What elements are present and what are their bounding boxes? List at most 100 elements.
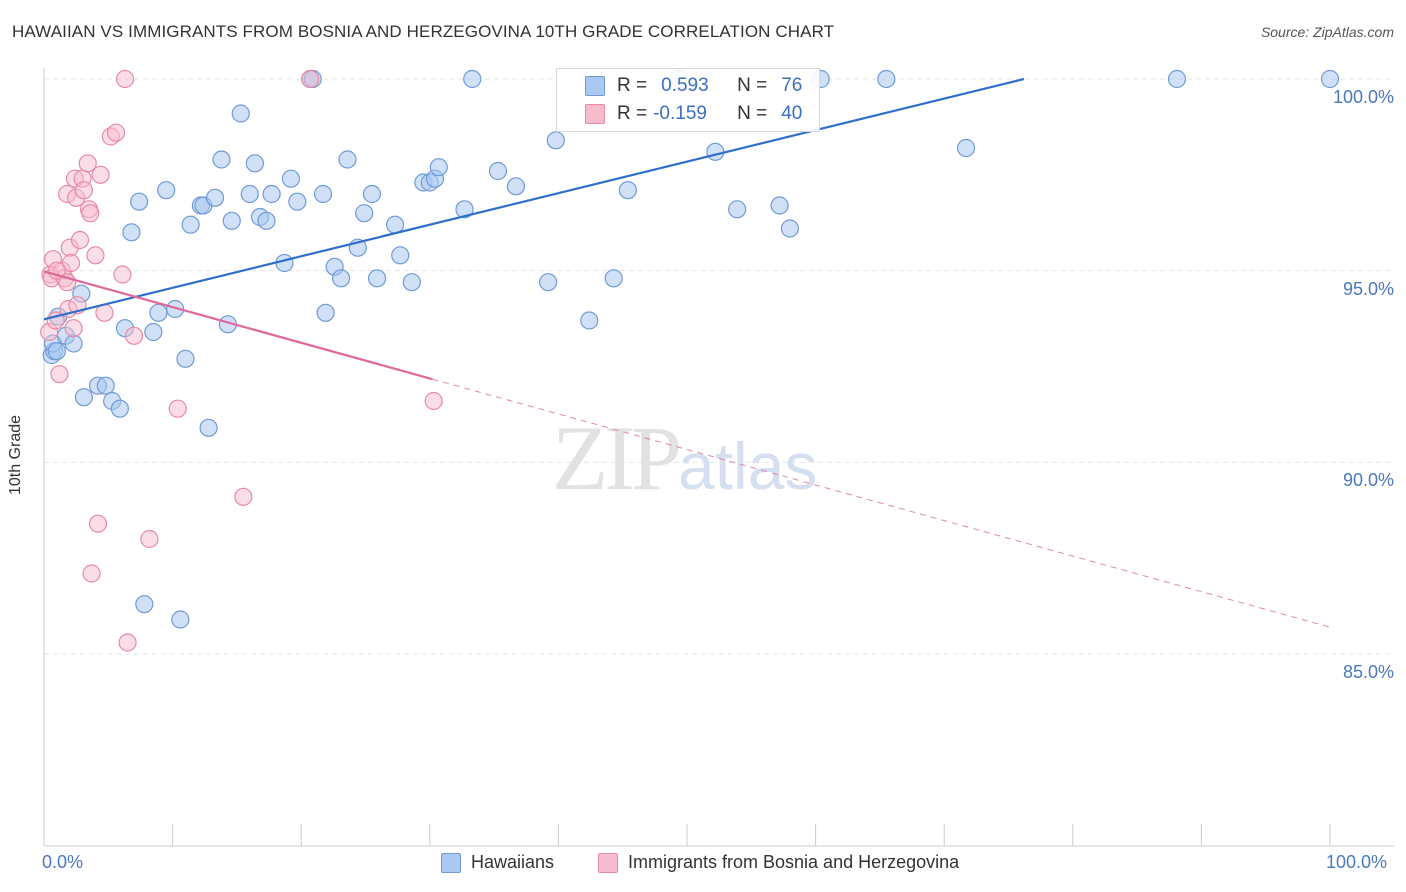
hawaiians-point bbox=[176, 349, 195, 368]
legend-swatch-blue bbox=[585, 76, 605, 96]
bottom-legend-hawaiians: Hawaiians bbox=[441, 852, 554, 873]
hawaiians-point bbox=[135, 595, 154, 614]
hawaiians-point bbox=[199, 418, 218, 437]
y-tick-label: 95.0% bbox=[1342, 278, 1394, 299]
zipatlas-watermark: ZIPatlas bbox=[552, 405, 817, 511]
hawaiians-point bbox=[122, 223, 141, 242]
hawaiians-point bbox=[488, 161, 508, 181]
hawaiians-trendline bbox=[43, 77, 1025, 321]
hawaiians-point bbox=[171, 610, 190, 629]
legend-n-label: N = bbox=[737, 103, 768, 124]
hawaiians-point bbox=[391, 246, 410, 265]
x-tick-label-min: 0.0% bbox=[42, 852, 84, 872]
hawaiians-point bbox=[212, 150, 231, 169]
y-tick-label: 100.0% bbox=[1332, 87, 1394, 107]
hawaiians-point bbox=[385, 215, 405, 234]
hawaiians-point bbox=[245, 154, 265, 173]
legend-n-value: 40 bbox=[781, 103, 803, 124]
hawaiians-point bbox=[604, 269, 623, 288]
hawaiians-point bbox=[455, 200, 474, 219]
bosnia-point bbox=[115, 69, 135, 89]
legend-n-value: 76 bbox=[781, 75, 803, 96]
x-tick-label-max: 100.0% bbox=[1326, 852, 1388, 872]
hawaiians-point bbox=[205, 188, 225, 207]
hawaiians-point bbox=[1167, 69, 1187, 89]
hawaiians-point bbox=[539, 273, 558, 292]
legend-swatch-pink bbox=[585, 104, 605, 124]
hawaiians-point bbox=[770, 196, 789, 215]
hawaiians-point bbox=[181, 215, 200, 234]
hawaiians-point bbox=[231, 104, 250, 123]
bosnia-point bbox=[88, 514, 108, 533]
bottom-legend-label-hawaiians: Hawaiians bbox=[471, 852, 555, 872]
hawaiians-point bbox=[96, 376, 115, 395]
hawaiians-point bbox=[240, 184, 259, 204]
bosnia-trendline-extension bbox=[432, 378, 1331, 628]
hawaiians-point bbox=[222, 211, 241, 230]
bosnia-point bbox=[61, 253, 81, 273]
hawaiians-point bbox=[275, 253, 294, 273]
hawaiians-point bbox=[546, 131, 565, 150]
bosnia-point bbox=[50, 365, 69, 384]
bosnia-point bbox=[234, 487, 253, 506]
y-tick-label: 90.0% bbox=[1342, 470, 1394, 491]
hawaiians-point bbox=[728, 200, 747, 219]
hawaiians-point bbox=[506, 177, 526, 196]
y-axis-title: 10th Grade bbox=[7, 414, 24, 496]
legend-row-bosnia: R = -0.159 N = 40 bbox=[557, 100, 802, 128]
y-tick-label: 85.0% bbox=[1342, 662, 1394, 682]
hawaiians-point bbox=[157, 181, 176, 200]
hawaiians-point bbox=[780, 219, 799, 238]
legend-row-hawaiians: R = 0.593 N = 76 bbox=[557, 72, 802, 100]
bosnia-trendline bbox=[43, 270, 433, 381]
hawaiians-point bbox=[331, 269, 351, 288]
hawaiians-point bbox=[313, 184, 333, 204]
bosnia-point bbox=[74, 181, 93, 200]
watermark-atlas: atlas bbox=[678, 429, 818, 503]
hawaiians-point bbox=[130, 192, 149, 211]
hawaiians-point bbox=[429, 158, 448, 177]
bosnia-point bbox=[106, 123, 126, 142]
bosnia-point bbox=[70, 230, 90, 250]
source-label: Source: ZipAtlas.com bbox=[1260, 24, 1394, 40]
bosnia-point bbox=[301, 69, 320, 89]
bottom-legend-label-bosnia: Immigrants from Bosnia and Herzegovina bbox=[628, 852, 960, 872]
hawaiians-point bbox=[355, 204, 374, 223]
hawaiians-point bbox=[618, 181, 637, 200]
hawaiians-point bbox=[877, 69, 896, 89]
hawaiians-point bbox=[47, 342, 66, 361]
legend-n-label: N = bbox=[737, 75, 768, 96]
correlation-legend: R = 0.593 N = 76 R = -0.159 N = 40 bbox=[556, 68, 820, 132]
bottom-legend-swatch-pink bbox=[598, 852, 618, 873]
bosnia-point bbox=[78, 154, 97, 173]
hawaiians-point bbox=[257, 211, 276, 230]
bosnia-point bbox=[113, 265, 132, 284]
bosnia-point bbox=[64, 319, 83, 338]
hawaiians-point bbox=[463, 69, 482, 89]
bosnia-point bbox=[118, 633, 137, 652]
legend-r-value: 0.593 bbox=[661, 75, 709, 96]
bottom-legend-swatch-blue bbox=[441, 852, 461, 873]
hawaiians-point bbox=[402, 273, 421, 292]
hawaiians-point bbox=[281, 169, 301, 188]
watermark-zip: ZIP bbox=[552, 407, 682, 509]
bosnia-point bbox=[81, 204, 100, 223]
legend-r-label: R = bbox=[617, 103, 648, 124]
hawaiians-point bbox=[110, 399, 129, 418]
hawaiians-point bbox=[262, 184, 281, 204]
hawaiians-point bbox=[706, 142, 725, 161]
bosnia-point bbox=[82, 564, 101, 583]
hawaiians-point bbox=[64, 334, 83, 353]
bosnia-point bbox=[168, 399, 187, 418]
bottom-legend-bosnia: Immigrants from Bosnia and Herzegovina bbox=[598, 852, 959, 873]
hawaiians-point bbox=[362, 184, 382, 204]
bosnia-point bbox=[424, 391, 443, 411]
bosnia-point bbox=[91, 165, 110, 184]
hawaiians-point bbox=[580, 311, 599, 330]
bosnia-point bbox=[140, 529, 159, 549]
legend-r-value: -0.159 bbox=[653, 103, 707, 124]
hawaiians-point bbox=[144, 322, 163, 342]
legend-r-label: R = bbox=[617, 75, 648, 96]
hawaiians-point bbox=[367, 269, 387, 288]
